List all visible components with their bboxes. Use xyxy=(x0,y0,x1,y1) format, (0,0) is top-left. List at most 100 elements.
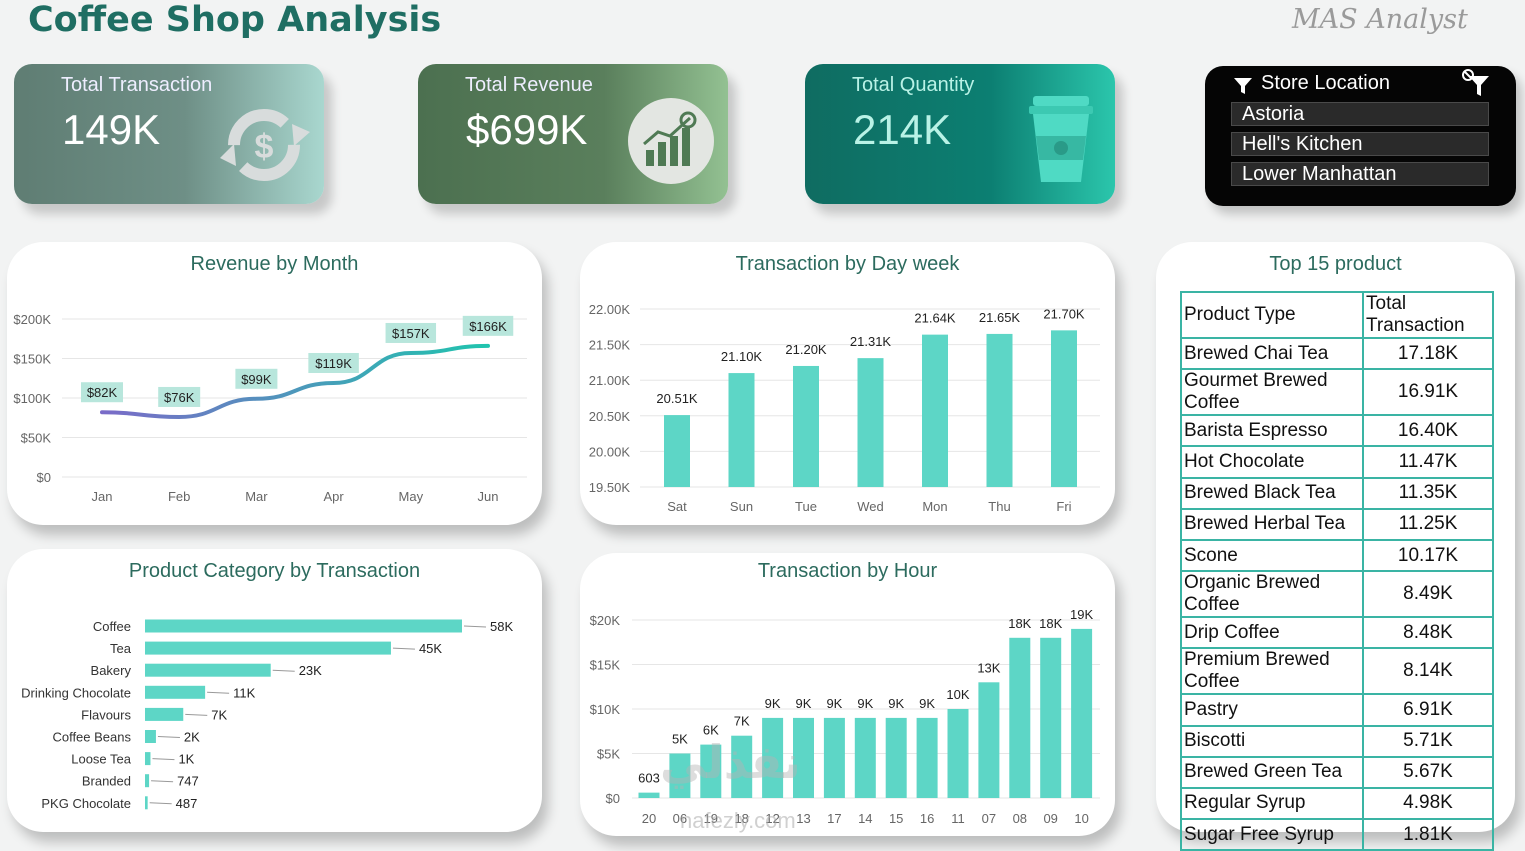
y-tick-label: $10K xyxy=(590,702,621,717)
data-label-box xyxy=(235,368,278,389)
data-label: 21.64K xyxy=(914,311,956,326)
x-tick-label: 11 xyxy=(951,811,965,826)
kpi-label: Total Revenue xyxy=(465,74,593,96)
bar xyxy=(669,753,691,798)
product-name-cell: Brewed Chai Tea xyxy=(1180,336,1364,371)
slicer-item-hells-kitchen[interactable]: Hell's Kitchen xyxy=(1231,132,1489,156)
product-name-cell: Sugar Free Syrup xyxy=(1180,818,1364,851)
bar xyxy=(700,744,722,798)
x-tick-label: Mar xyxy=(245,489,268,504)
revenue-by-month-card: Revenue by Month $0 $50K $100K $150K $200K Ja… xyxy=(7,242,542,525)
category-label: Coffee xyxy=(93,619,131,634)
category-label: Bakery xyxy=(91,663,132,678)
x-tick-label: 12 xyxy=(765,811,779,826)
data-label: $166K xyxy=(469,319,507,334)
x-tick-label: Feb xyxy=(168,489,190,504)
column-header-total-transaction: Total Transaction xyxy=(1362,291,1494,339)
data-label: 7K xyxy=(734,714,750,729)
data-label: 19K xyxy=(1070,607,1093,622)
slicer-title: Store Location xyxy=(1261,72,1390,94)
hour-bar-chart: $0 $5K $10K $15K $20K 603 20 5K 06 6K 19 7K 18 9K 12 9K… xyxy=(590,607,1100,826)
transaction-value-cell: 6.91K xyxy=(1362,693,1494,727)
table-row: Biscotti 5.71K xyxy=(1180,724,1494,758)
kpi-total-revenue: Total Revenue $699K xyxy=(418,64,728,204)
transaction-value-cell: 16.40K xyxy=(1362,414,1494,448)
slicer-item-lower-manhattan[interactable]: Lower Manhattan xyxy=(1231,162,1489,186)
data-label: 21.20K xyxy=(785,342,827,357)
bar xyxy=(922,334,948,487)
y-tick-label: 20.00K xyxy=(589,444,631,459)
data-label: 747 xyxy=(177,774,199,789)
product-name-cell: Premium Brewed Coffee xyxy=(1180,647,1364,696)
growth-chart-icon xyxy=(628,98,714,184)
transaction-value-cell: 11.25K xyxy=(1362,507,1494,541)
data-label: 7K xyxy=(211,707,227,722)
data-label: $76K xyxy=(164,390,195,405)
product-name-cell: Brewed Herbal Tea xyxy=(1180,507,1364,541)
bar xyxy=(145,774,150,788)
data-label: 18K xyxy=(1039,616,1062,631)
data-label: 9K xyxy=(919,696,935,711)
filter-icon xyxy=(1234,78,1252,94)
kpi-value: 149K xyxy=(62,106,161,153)
table-row: Scone 10.17K xyxy=(1180,538,1494,573)
data-label: 21.10K xyxy=(721,349,763,364)
data-label: 45K xyxy=(419,641,442,656)
bar xyxy=(145,707,184,721)
chart-title: Transaction by Day week xyxy=(735,253,960,275)
data-label-box xyxy=(308,352,359,373)
table-row: Regular Syrup 4.98K xyxy=(1180,786,1494,821)
data-label-box xyxy=(81,382,123,403)
x-tick-label: Wed xyxy=(857,499,884,514)
transaction-value-cell: 4.98K xyxy=(1362,786,1494,821)
bar xyxy=(947,709,969,798)
y-tick-label: $100K xyxy=(13,391,51,406)
slicer-item-astoria[interactable]: Astoria xyxy=(1231,102,1489,126)
chart-title: Revenue by Month xyxy=(190,253,359,275)
data-label: 9K xyxy=(857,696,873,711)
data-label: $82K xyxy=(87,385,118,400)
product-name-cell: Hot Chocolate xyxy=(1180,445,1364,479)
y-tick-label: 20.50K xyxy=(589,409,631,424)
data-label: 10K xyxy=(946,687,969,702)
x-tick-label: Thu xyxy=(988,499,1010,514)
kpi-total-transaction: Total Transaction 149K $ xyxy=(14,64,324,204)
data-label: 9K xyxy=(796,696,812,711)
table-row: Pastry 6.91K xyxy=(1180,693,1494,727)
data-label: 11K xyxy=(233,685,255,700)
currency-refresh-icon: $ xyxy=(220,109,310,181)
table-row: Gourmet Brewed Coffee 16.91K xyxy=(1180,368,1494,417)
data-label: 9K xyxy=(765,696,781,711)
category-bar-chart: Coffee 58K Tea 45K Bakery 23K Drinking Chocola… xyxy=(21,619,513,811)
chart-title: Transaction by Hour xyxy=(757,560,938,582)
category-label: Branded xyxy=(82,774,131,789)
store-location-slicer[interactable]: Store Location Astoria Hell's Kitchen Lo… xyxy=(1205,66,1516,206)
data-label: 21.65K xyxy=(979,310,1021,325)
bar xyxy=(664,415,690,487)
product-category-card: Product Category by Transaction Coffee 58… xyxy=(7,549,542,832)
x-tick-label: 14 xyxy=(858,811,872,826)
leader-line xyxy=(151,780,174,783)
transaction-by-day-card: Transaction by Day week 19.50K 20.00K 20.5… xyxy=(580,242,1115,525)
data-label: 23K xyxy=(299,663,322,678)
bar xyxy=(728,373,755,487)
product-name-cell: Regular Syrup xyxy=(1180,786,1364,821)
table-row: Brewed Green Tea 5.67K xyxy=(1180,755,1494,789)
category-label: Drinking Chocolate xyxy=(21,685,131,700)
bar xyxy=(145,730,156,743)
bar xyxy=(731,735,753,798)
y-tick-label: 21.00K xyxy=(589,373,631,388)
bar xyxy=(793,365,819,487)
bar xyxy=(857,358,884,487)
data-label-box xyxy=(158,386,201,407)
bar xyxy=(1009,637,1031,798)
leader-line xyxy=(152,758,175,761)
day-bar-chart: 19.50K 20.00K 20.50K 21.00K 21.50K 22.00K 20.5… xyxy=(589,302,1100,514)
transaction-value-cell: 8.49K xyxy=(1362,570,1494,619)
watermark-logo: نفذلي xyxy=(660,736,801,788)
kpi-value: $699K xyxy=(466,106,588,153)
bar xyxy=(145,641,391,655)
table-row: Premium Brewed Coffee 8.14K xyxy=(1180,647,1494,696)
clear-filter-icon[interactable] xyxy=(1461,68,1491,98)
y-tick-label: $0 xyxy=(606,791,620,806)
